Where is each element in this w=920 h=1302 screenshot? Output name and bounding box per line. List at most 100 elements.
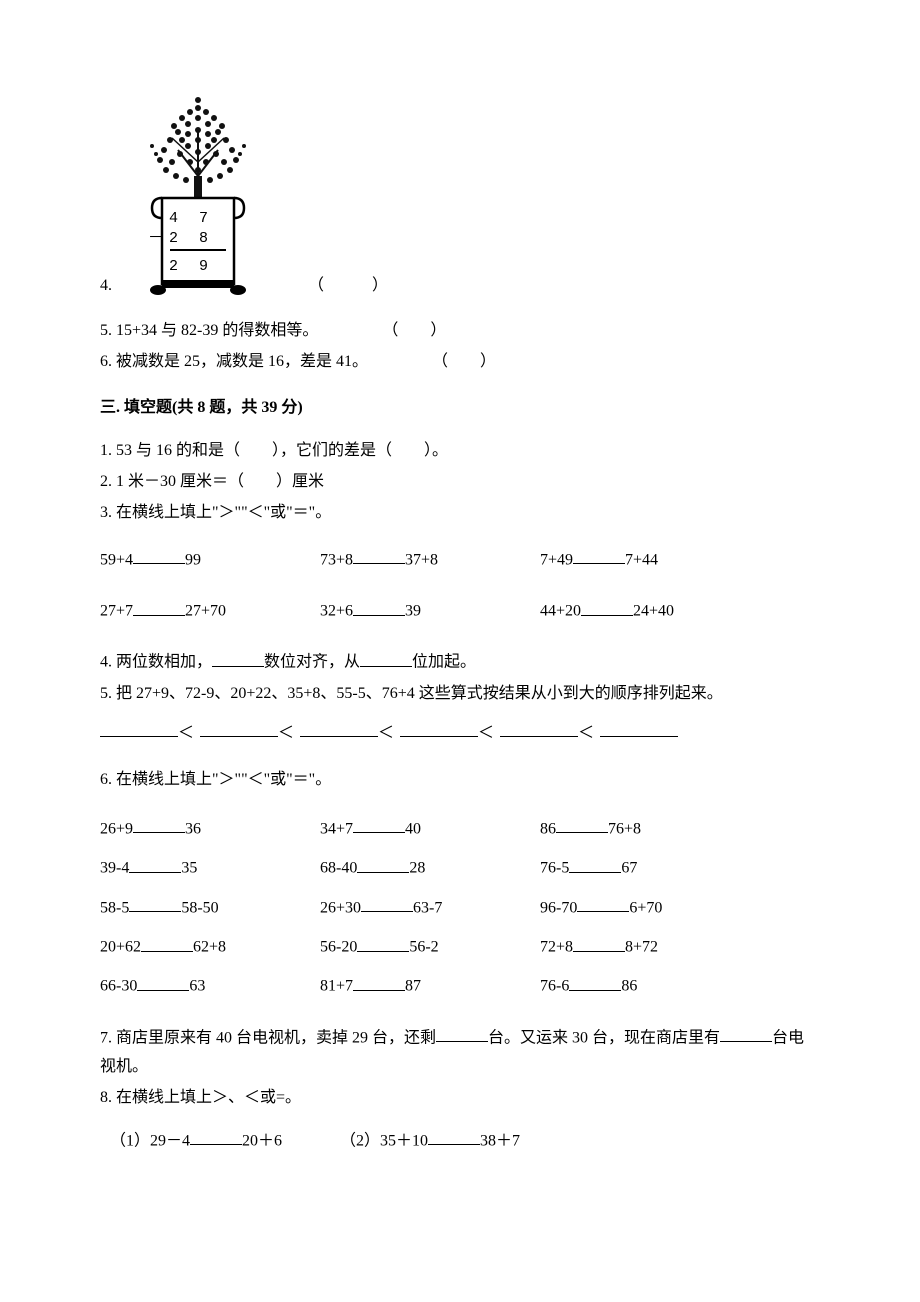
- cell: 63-7: [413, 899, 442, 916]
- cell: 99: [185, 551, 201, 568]
- cell: 66-30: [100, 978, 137, 995]
- cell: 76-5: [540, 860, 569, 877]
- blank: [577, 894, 629, 913]
- blank: [581, 597, 633, 616]
- tree-pot-figure: 4 7 －2 8 2 9: [118, 80, 278, 311]
- s3-q7: 7. 商店里原来有 40 台电视机，卖掉 29 台，还剩 台。又运来 30 台，现…: [100, 1024, 820, 1082]
- cell: 86: [540, 820, 556, 837]
- blank: [353, 546, 405, 565]
- cell: 8+72: [625, 939, 658, 956]
- s3-q4: 4. 两位数相加， 数位对齐，从 位加起。: [100, 648, 820, 677]
- blank: [573, 546, 625, 565]
- blank: [428, 1127, 480, 1146]
- blank: [360, 648, 412, 667]
- judge-q6: 6. 被减数是 25，减数是 16，差是 41。 （ ）: [100, 348, 820, 377]
- cell: 58-5: [100, 899, 129, 916]
- lt: ＜: [378, 724, 395, 741]
- text: 38＋7: [480, 1132, 520, 1149]
- blank: [141, 933, 193, 952]
- s3-q8-row: （1）29－420＋6 （2）35＋1038＋7: [100, 1127, 820, 1156]
- q4-paren: （ ）: [308, 272, 388, 311]
- text: 位加起。: [412, 654, 476, 671]
- text: 7. 商店里原来有 40 台电视机，卖掉 29 台，还剩: [100, 1029, 436, 1046]
- blank: [133, 597, 185, 616]
- cell: 32+6: [320, 603, 353, 620]
- cell: 34+7: [320, 820, 353, 837]
- cell: 7+44: [625, 551, 658, 568]
- blank: [300, 719, 378, 738]
- s3-q2: 2. 1 米－30 厘米＝（ ）厘米: [100, 468, 820, 497]
- s3-q5-stem: 5. 把 27+9、72-9、20+22、35+8、55-5、76+4 这些算式…: [100, 680, 820, 709]
- cell: 36: [185, 820, 201, 837]
- calc-minus: －2 8: [148, 230, 214, 247]
- blank: [353, 597, 405, 616]
- blank: [212, 648, 264, 667]
- compare-row: 20+62 62+8 56-20 56-2 72+8 8+72: [100, 933, 820, 962]
- q5-paren: （ ）: [382, 322, 446, 339]
- q5-text: 5. 15+34 与 82-39 的得数相等。: [100, 322, 318, 339]
- cell: 6+70: [629, 899, 662, 916]
- text: 4. 两位数相加，: [100, 654, 212, 671]
- blank: [353, 815, 405, 834]
- cell: 63: [189, 978, 205, 995]
- blank: [361, 894, 413, 913]
- cell: 81+7: [320, 978, 353, 995]
- blank: [353, 972, 405, 991]
- calc-ans: 2 9: [169, 258, 214, 275]
- cell: 73+8: [320, 551, 353, 568]
- blank: [100, 719, 178, 738]
- cell: 68-40: [320, 860, 357, 877]
- cell: 67: [621, 860, 637, 877]
- blank: [357, 933, 409, 952]
- cell: 96-70: [540, 899, 577, 916]
- cell: 37+8: [405, 551, 438, 568]
- blank: [129, 894, 181, 913]
- compare-row: 58-558-5026+3063-796-706+70: [100, 894, 820, 923]
- s3-q3-row2: 27+727+70 32+639 44+2024+40: [100, 597, 820, 626]
- q4-number: 4.: [100, 272, 112, 311]
- cell: 28: [409, 860, 425, 877]
- s3-q8-stem: 8. 在横线上填上＞、＜或=。: [100, 1084, 820, 1113]
- blank: [137, 972, 189, 991]
- blank: [600, 719, 678, 738]
- text: 台。又运来 30 台，现在商店里有: [488, 1029, 720, 1046]
- cell: 27+7: [100, 603, 133, 620]
- s3-q3-stem: 3. 在横线上填上"＞""＜"或"＝"。: [100, 499, 820, 528]
- cell: 86: [621, 978, 637, 995]
- cell: 35: [181, 860, 197, 877]
- s3-q1: 1. 53 与 16 的和是（ ），它们的差是（ ）。: [100, 437, 820, 466]
- cell: 76+8: [608, 820, 641, 837]
- cell: 72+8: [540, 939, 573, 956]
- text: （2）35＋10: [340, 1132, 428, 1149]
- blank: [569, 972, 621, 991]
- text: 数位对齐，从: [264, 654, 360, 671]
- cell: 39-4: [100, 860, 129, 877]
- blank: [400, 719, 478, 738]
- cell: 26+30: [320, 899, 361, 916]
- cell: 56-2: [409, 939, 438, 956]
- judge-q4: 4.: [100, 80, 820, 311]
- s3-q3-row1: 59+4 99 73+8 37+8 7+49 7+44: [100, 546, 820, 575]
- blank: [556, 815, 608, 834]
- cell: 62+8: [193, 939, 226, 956]
- blank: [436, 1024, 488, 1043]
- lt: ＜: [478, 724, 495, 741]
- blank: [573, 933, 625, 952]
- blank: [720, 1024, 772, 1043]
- judge-q5: 5. 15+34 与 82-39 的得数相等。 （ ）: [100, 317, 820, 346]
- cell: 56-20: [320, 939, 357, 956]
- lt: ＜: [278, 724, 295, 741]
- q6-paren: （ ）: [432, 353, 496, 370]
- compare-row: 39-4 35 68-40 28 76-5 67: [100, 854, 820, 883]
- cell: 24+40: [633, 603, 674, 620]
- lt: ＜: [178, 724, 195, 741]
- blank: [190, 1127, 242, 1146]
- blank: [133, 546, 185, 565]
- cell: 7+49: [540, 551, 573, 568]
- compare-row: 66-306381+78776-686: [100, 972, 820, 1001]
- cell: 39: [405, 603, 421, 620]
- calc-top: 4 7: [169, 210, 214, 227]
- cell: 26+9: [100, 820, 133, 837]
- cell: 59+4: [100, 551, 133, 568]
- cell: 20+62: [100, 939, 141, 956]
